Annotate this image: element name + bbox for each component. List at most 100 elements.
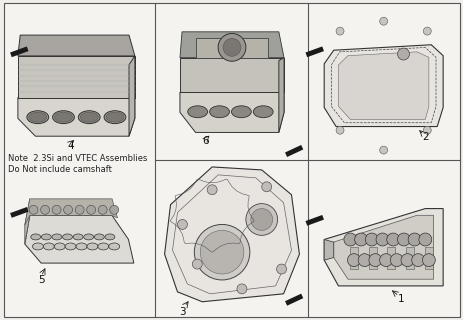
Text: 1: 1	[397, 294, 404, 304]
Circle shape	[335, 27, 343, 35]
Bar	[368, 247, 376, 269]
Circle shape	[397, 48, 408, 60]
Polygon shape	[324, 45, 442, 126]
Text: 5: 5	[38, 275, 44, 285]
Circle shape	[357, 254, 370, 267]
Circle shape	[375, 233, 388, 246]
Polygon shape	[25, 215, 133, 263]
Ellipse shape	[27, 111, 49, 124]
Circle shape	[379, 146, 387, 154]
Ellipse shape	[94, 234, 104, 240]
Circle shape	[200, 230, 244, 274]
Circle shape	[75, 205, 84, 214]
Circle shape	[87, 205, 95, 214]
Polygon shape	[305, 46, 323, 57]
Ellipse shape	[209, 106, 229, 118]
Circle shape	[400, 254, 413, 267]
Polygon shape	[333, 215, 433, 279]
Circle shape	[250, 209, 272, 230]
Ellipse shape	[52, 234, 62, 240]
Circle shape	[177, 220, 187, 229]
Circle shape	[261, 182, 271, 192]
Circle shape	[422, 126, 430, 134]
Circle shape	[29, 205, 38, 214]
Text: 3: 3	[179, 307, 185, 317]
Ellipse shape	[54, 243, 65, 250]
Polygon shape	[324, 209, 442, 286]
Text: Note  2.3Si and VTEC Assemblies
Do Not include camshaft: Note 2.3Si and VTEC Assemblies Do Not in…	[8, 155, 147, 174]
Circle shape	[343, 233, 356, 246]
Ellipse shape	[65, 243, 76, 250]
Polygon shape	[10, 46, 29, 57]
Ellipse shape	[63, 234, 72, 240]
Polygon shape	[180, 92, 283, 132]
Polygon shape	[305, 215, 323, 226]
Ellipse shape	[87, 243, 98, 250]
Text: 2: 2	[421, 132, 428, 142]
Polygon shape	[18, 98, 135, 136]
Ellipse shape	[98, 243, 108, 250]
Circle shape	[52, 205, 61, 214]
Polygon shape	[195, 37, 268, 58]
Polygon shape	[18, 56, 135, 98]
Circle shape	[237, 284, 246, 294]
Circle shape	[218, 34, 245, 61]
Circle shape	[192, 259, 202, 269]
Circle shape	[364, 233, 377, 246]
Circle shape	[335, 126, 343, 134]
Ellipse shape	[41, 234, 51, 240]
Polygon shape	[284, 294, 303, 306]
Ellipse shape	[108, 243, 119, 250]
Bar	[349, 247, 357, 269]
Circle shape	[110, 205, 119, 214]
Circle shape	[397, 233, 409, 246]
Ellipse shape	[80, 112, 98, 122]
Ellipse shape	[83, 234, 94, 240]
Circle shape	[207, 185, 217, 195]
Circle shape	[422, 27, 430, 35]
Bar	[405, 247, 413, 269]
Circle shape	[368, 254, 381, 267]
Ellipse shape	[76, 243, 87, 250]
Ellipse shape	[52, 111, 74, 124]
Circle shape	[379, 254, 392, 267]
Polygon shape	[284, 145, 303, 157]
Ellipse shape	[78, 111, 100, 124]
Polygon shape	[25, 199, 117, 225]
Circle shape	[411, 254, 424, 267]
Ellipse shape	[29, 112, 47, 122]
Circle shape	[407, 233, 420, 246]
Ellipse shape	[104, 111, 125, 124]
Polygon shape	[164, 167, 299, 302]
Polygon shape	[10, 207, 29, 218]
Circle shape	[379, 17, 387, 25]
Ellipse shape	[188, 106, 207, 118]
Polygon shape	[338, 52, 428, 119]
Ellipse shape	[253, 106, 273, 118]
Ellipse shape	[31, 234, 41, 240]
Circle shape	[63, 205, 72, 214]
Circle shape	[421, 254, 434, 267]
Circle shape	[276, 264, 286, 274]
Circle shape	[98, 205, 107, 214]
Polygon shape	[180, 32, 283, 58]
Ellipse shape	[105, 234, 114, 240]
Circle shape	[386, 233, 399, 246]
Polygon shape	[180, 58, 283, 92]
Ellipse shape	[231, 106, 251, 118]
Circle shape	[223, 38, 240, 56]
Text: 4: 4	[67, 141, 74, 151]
Ellipse shape	[32, 243, 43, 250]
Polygon shape	[129, 56, 135, 136]
Ellipse shape	[43, 243, 54, 250]
Circle shape	[354, 233, 367, 246]
Ellipse shape	[73, 234, 83, 240]
Circle shape	[389, 254, 402, 267]
Ellipse shape	[106, 112, 124, 122]
Ellipse shape	[55, 112, 72, 122]
Text: 6: 6	[202, 136, 209, 146]
Circle shape	[347, 254, 360, 267]
Polygon shape	[25, 199, 30, 244]
Circle shape	[245, 204, 277, 235]
Polygon shape	[278, 58, 283, 132]
